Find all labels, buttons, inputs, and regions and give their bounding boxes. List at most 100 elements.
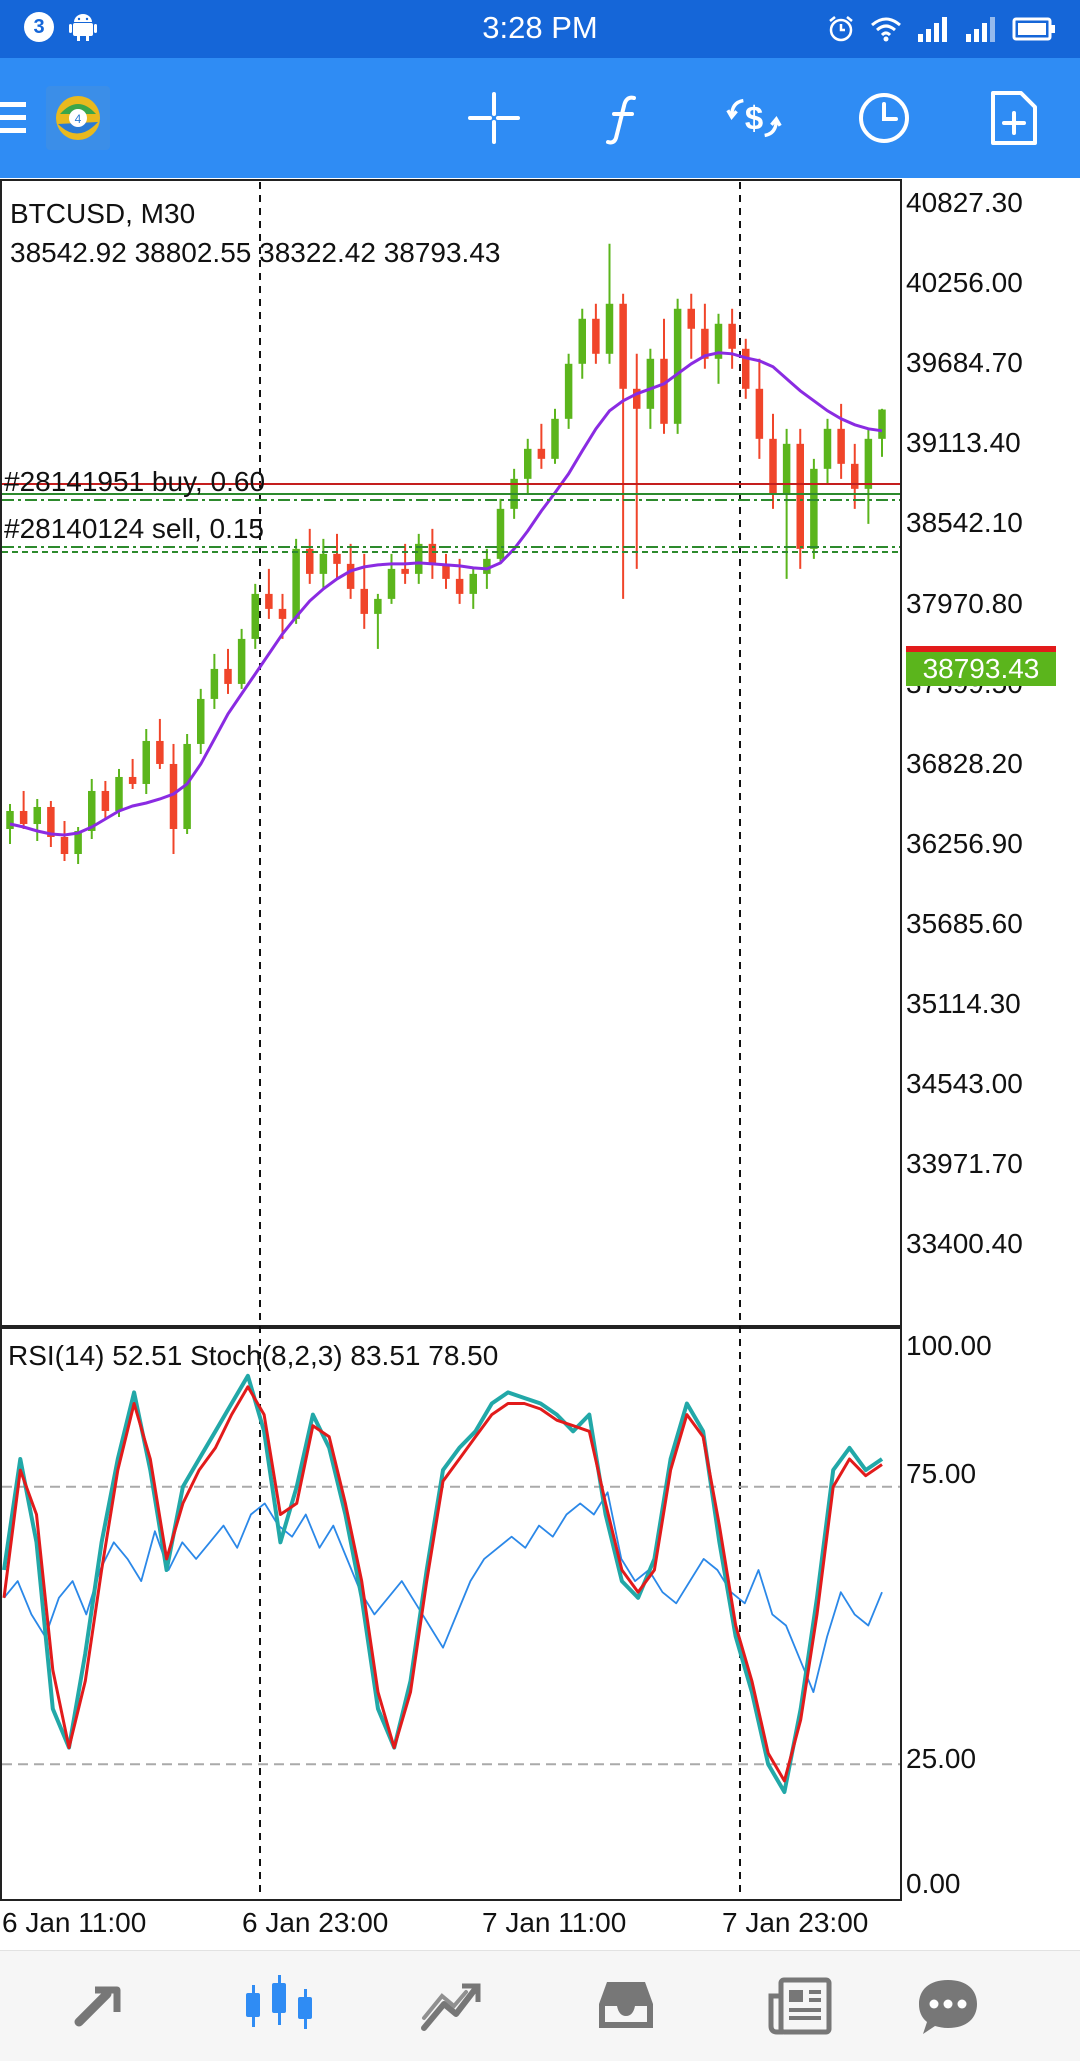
indicator-axis-label: 100.00: [906, 1330, 992, 1361]
chart-ohlc-label: 38542.92 38802.55 38322.42 38793.43: [10, 237, 501, 268]
candle-body: [442, 563, 450, 579]
menu-icon[interactable]: [0, 86, 30, 150]
stoch-main-line: [2, 1373, 884, 1794]
candle-body: [183, 743, 191, 829]
indicator-label: RSI(14) 52.51 Stoch(8,2,3) 83.51 78.50: [8, 1340, 499, 1371]
candle-body: [469, 573, 477, 594]
chart-svg[interactable]: [0, 178, 1080, 1950]
candle-body: [837, 428, 845, 464]
candle-body: [237, 638, 246, 684]
indicator-axis-label: 25.00: [906, 1743, 977, 1774]
chat-icon[interactable]: [912, 1973, 984, 2039]
indicator-axis-label: 75.00: [906, 1458, 977, 1489]
candle-body: [810, 468, 818, 549]
candle-body: [524, 448, 532, 479]
trade-lines-group: [2, 483, 900, 553]
candle-body: [19, 810, 28, 824]
trade-buy-label[interactable]: #28141951 buy, 0.60: [4, 466, 266, 497]
candle-body: [769, 438, 777, 494]
time-axis-label: 7 Jan 11:00: [482, 1907, 627, 1938]
history-icon[interactable]: [590, 1973, 662, 2039]
candle-body: [115, 776, 123, 811]
candle-body: [714, 323, 723, 359]
candle-body: [128, 776, 137, 784]
candle-body: [728, 323, 736, 349]
candle-body: [673, 308, 682, 424]
price-axis-label: 33971.70: [906, 1148, 1023, 1180]
candle-body: [401, 568, 409, 574]
candle-body: [387, 568, 396, 599]
price-axis-label: 33400.40: [906, 1228, 1023, 1260]
candle-body: [537, 448, 546, 459]
time-axis-label: 7 Jan 23:00: [722, 1907, 869, 1938]
candle-body: [687, 308, 695, 329]
candle-body: [592, 318, 600, 354]
candle-body: [701, 328, 709, 359]
svg-text:4: 4: [75, 112, 82, 126]
notification-badge-icon: 3: [24, 12, 54, 42]
chart-area[interactable]: BTCUSD, M30 38542.92 38802.55 38322.42 3…: [0, 178, 1080, 1950]
candle-body: [755, 388, 764, 439]
chart-symbol-label: BTCUSD, M30: [10, 198, 196, 229]
candle-body: [156, 740, 164, 764]
candle-body: [864, 438, 873, 489]
candle-body: [660, 358, 668, 424]
candle-body: [346, 563, 355, 589]
indicators-icon[interactable]: [592, 86, 656, 150]
status-right: [826, 14, 1056, 44]
news-icon[interactable]: [764, 1973, 836, 2039]
moving-average-line: [9, 351, 883, 837]
status-time: 3:28 PM: [482, 10, 598, 45]
candle-body: [823, 428, 832, 469]
candle-body: [796, 443, 804, 549]
candle-body: [265, 593, 273, 609]
price-axis-label: 40827.30: [906, 187, 1023, 218]
candle-body: [224, 668, 232, 684]
crosshair-icon[interactable]: [462, 86, 526, 150]
candle-body: [74, 830, 82, 855]
current-price-marker: [906, 646, 1056, 652]
indicator-group: [2, 1373, 884, 1794]
price-axis-label: 35114.30: [906, 988, 1021, 1019]
new-order-icon[interactable]: [982, 86, 1046, 150]
price-axis-label: 35685.60: [906, 907, 1023, 939]
candle-body: [646, 358, 655, 409]
price-axis-label: 40256.00: [906, 267, 1023, 299]
wifi-icon: [871, 17, 901, 42]
price-axis-label: 39684.70: [906, 347, 1023, 379]
candle-body: [415, 543, 423, 574]
trade-icon[interactable]: [417, 1973, 489, 2039]
price-axis-label: 36256.90: [906, 827, 1023, 859]
status-bar: 3 3:28 PM: [0, 0, 1080, 58]
candle-body: [319, 553, 328, 574]
price-axis-label: 38542.10: [906, 507, 1023, 539]
candle-body: [483, 558, 491, 574]
bottom-nav: [0, 1950, 1080, 2061]
price-axis-label: 37970.80: [906, 587, 1023, 619]
chart-icon[interactable]: [243, 1973, 315, 2039]
android-icon: [69, 14, 97, 41]
trade-sell-label[interactable]: #28140124 sell, 0.15: [4, 513, 264, 544]
candle-body: [278, 608, 287, 619]
price-axis-label: 36828.20: [906, 747, 1023, 779]
candle-body: [374, 598, 382, 614]
candle-body: [619, 303, 627, 389]
candle-body: [782, 443, 791, 494]
rsi-line: [3, 1491, 883, 1693]
candle-body: [142, 740, 150, 784]
candle-body: [33, 806, 41, 824]
candle-body: [197, 698, 205, 744]
time-axis-label: 6 Jan 11:00: [2, 1907, 147, 1938]
price-axis-label: 34543.00: [906, 1068, 1023, 1100]
quotes-icon[interactable]: [70, 1973, 142, 2039]
candle-body: [496, 508, 505, 559]
timeframe-icon[interactable]: [852, 86, 916, 150]
symbols-icon[interactable]: $: [722, 86, 786, 150]
candle-body: [47, 806, 55, 837]
app-logo[interactable]: 4: [46, 86, 110, 150]
candles-group: [6, 243, 886, 865]
candle-body: [360, 588, 368, 614]
chart-grid: [2, 182, 900, 1898]
candle-body: [333, 553, 341, 564]
candle-body: [551, 418, 559, 459]
